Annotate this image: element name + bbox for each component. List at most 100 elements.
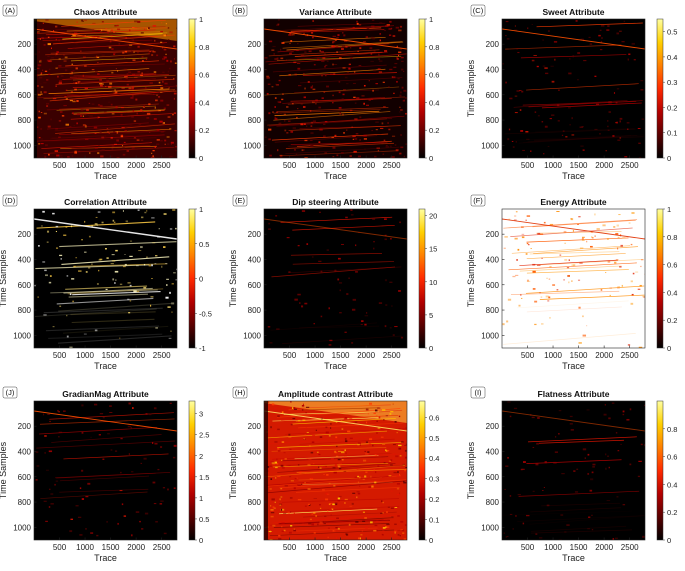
- colorbar-tick-label: 0.6: [667, 261, 677, 270]
- panel-tag: (A): [5, 6, 16, 15]
- colorbar-tick-label: 0.2: [429, 495, 439, 504]
- x-tick-label: 1000: [306, 351, 324, 360]
- panel: 500 1000 1500 2000 25002004006008001000Trace…: [228, 194, 437, 371]
- panel-tag: (H): [235, 388, 246, 397]
- colorbar-tick-label: 0.2: [667, 103, 677, 112]
- panel-title: Energy Attribute: [540, 197, 607, 207]
- colorbar-tick-label: 0: [667, 536, 671, 545]
- colorbar: [188, 18, 196, 159]
- x-tick-label: 1500: [570, 351, 588, 360]
- x-tick-label: 2500: [621, 543, 639, 552]
- y-tick-label: 400: [18, 255, 32, 264]
- panel: 500 1000 1500 2000 25002004006008001000Trace…: [0, 386, 209, 563]
- heatmap-image: [264, 209, 407, 348]
- panel: 500 1000 1500 2000 25002004006008001000Trace…: [466, 4, 677, 181]
- x-axis-label: Trace: [324, 361, 347, 371]
- colorbar-tick-label: 2.5: [199, 431, 209, 440]
- y-tick-label: 1000: [481, 331, 499, 340]
- y-tick-label: 800: [248, 306, 262, 315]
- plot-frame: [263, 400, 408, 541]
- x-tick-label: 1500: [570, 543, 588, 552]
- y-axis-label: Time Samples: [228, 441, 238, 499]
- plot-frame: [501, 18, 646, 159]
- y-tick-label: 600: [486, 473, 500, 482]
- colorbar-tick-label: 0.4: [429, 454, 439, 463]
- colorbar-tick-label: 1: [199, 205, 203, 214]
- heatmap-texture: [502, 20, 645, 158]
- panel-tag-box: [232, 194, 248, 207]
- colorbar-tick-label: 0.4: [667, 480, 677, 489]
- y-tick-label: 400: [18, 447, 32, 456]
- x-tick-label: 2500: [383, 543, 401, 552]
- x-tick-label: 2000: [357, 543, 375, 552]
- x-tick-label: 1000: [76, 161, 94, 170]
- colorbar-tick-label: 0.6: [199, 71, 209, 80]
- plot-frame: [263, 18, 408, 159]
- colorbar-tick-label: 10: [429, 278, 437, 287]
- panel-tag: (D): [5, 196, 16, 205]
- panel-title: GradianMag Attribute: [62, 389, 149, 399]
- panel-tag-box: [232, 4, 248, 17]
- y-axis-label: Time Samples: [0, 441, 8, 499]
- x-axis-label: Trace: [94, 361, 117, 371]
- colorbar-tick-label: 0: [429, 154, 433, 163]
- x-tick-label: 1500: [102, 351, 120, 360]
- y-tick-label: 400: [486, 65, 500, 74]
- colorbar-tick-label: 3: [199, 410, 203, 419]
- x-tick-label: 500: [283, 161, 297, 170]
- colorbar-tick-label: 0.6: [429, 71, 439, 80]
- colorbar-tick-label: 0.1: [429, 516, 439, 525]
- colorbar-tick-label: 0.1: [667, 129, 677, 138]
- panel: 500 1000 1500 2000 25002004006008001000Trace…: [228, 386, 439, 563]
- plot-frame: [263, 208, 408, 349]
- heatmap-texture: [264, 209, 407, 348]
- x-axis-label: Trace: [562, 553, 585, 563]
- colorbar-tick-label: 0.8: [429, 43, 439, 52]
- x-tick-label: 2500: [153, 161, 171, 170]
- colorbar-tick-label: 1: [199, 15, 203, 24]
- colorbar-tick-label: 0.2: [429, 126, 439, 135]
- y-tick-label: 600: [18, 281, 32, 290]
- panel-title: Dip steering Attribute: [292, 197, 379, 207]
- colorbar-tick-label: 0.5: [199, 240, 209, 249]
- heatmap-texture: [264, 401, 407, 540]
- panel-tag-box: [2, 194, 18, 207]
- y-tick-label: 1000: [243, 141, 261, 150]
- x-tick-label: 1000: [544, 351, 562, 360]
- x-tick-label: 1000: [544, 161, 562, 170]
- x-tick-label: 2500: [153, 351, 171, 360]
- y-tick-label: 400: [486, 255, 500, 264]
- plot-frame: [33, 208, 178, 349]
- x-tick-label: 1000: [306, 161, 324, 170]
- heatmap-texture: [502, 401, 645, 540]
- panel-tag: (I): [474, 388, 482, 397]
- plot-frame: [501, 400, 646, 541]
- panel-title: Chaos Attribute: [74, 7, 138, 17]
- x-tick-label: 2500: [383, 351, 401, 360]
- y-tick-label: 200: [486, 230, 500, 239]
- colorbar: [656, 18, 664, 159]
- panel-title: Flatness Attribute: [538, 389, 610, 399]
- y-tick-label: 600: [18, 91, 32, 100]
- panel-tag-box: [470, 386, 486, 399]
- x-tick-label: 1500: [102, 161, 120, 170]
- panel: 500 1000 1500 2000 25002004006008001000Trace…: [0, 4, 209, 181]
- y-tick-label: 1000: [13, 523, 31, 532]
- x-tick-label: 2000: [595, 351, 613, 360]
- colorbar-tick-label: 0.5: [429, 434, 439, 443]
- heatmap-texture: [502, 211, 645, 348]
- colorbar-tick-label: 0.6: [667, 453, 677, 462]
- y-tick-label: 200: [18, 230, 32, 239]
- y-tick-label: 600: [486, 281, 500, 290]
- x-tick-label: 2500: [621, 161, 639, 170]
- plot-frame: [33, 18, 178, 159]
- heatmap-texture: [34, 209, 177, 348]
- colorbar-tick-label: 20: [429, 212, 437, 221]
- panel-title: Sweet Attribute: [542, 7, 604, 17]
- heatmap-image: [34, 401, 177, 540]
- y-tick-label: 200: [248, 40, 262, 49]
- x-tick-label: 2000: [595, 161, 613, 170]
- heatmap-texture: [34, 19, 177, 158]
- y-axis-label: Time Samples: [0, 59, 8, 117]
- y-tick-label: 200: [248, 422, 262, 431]
